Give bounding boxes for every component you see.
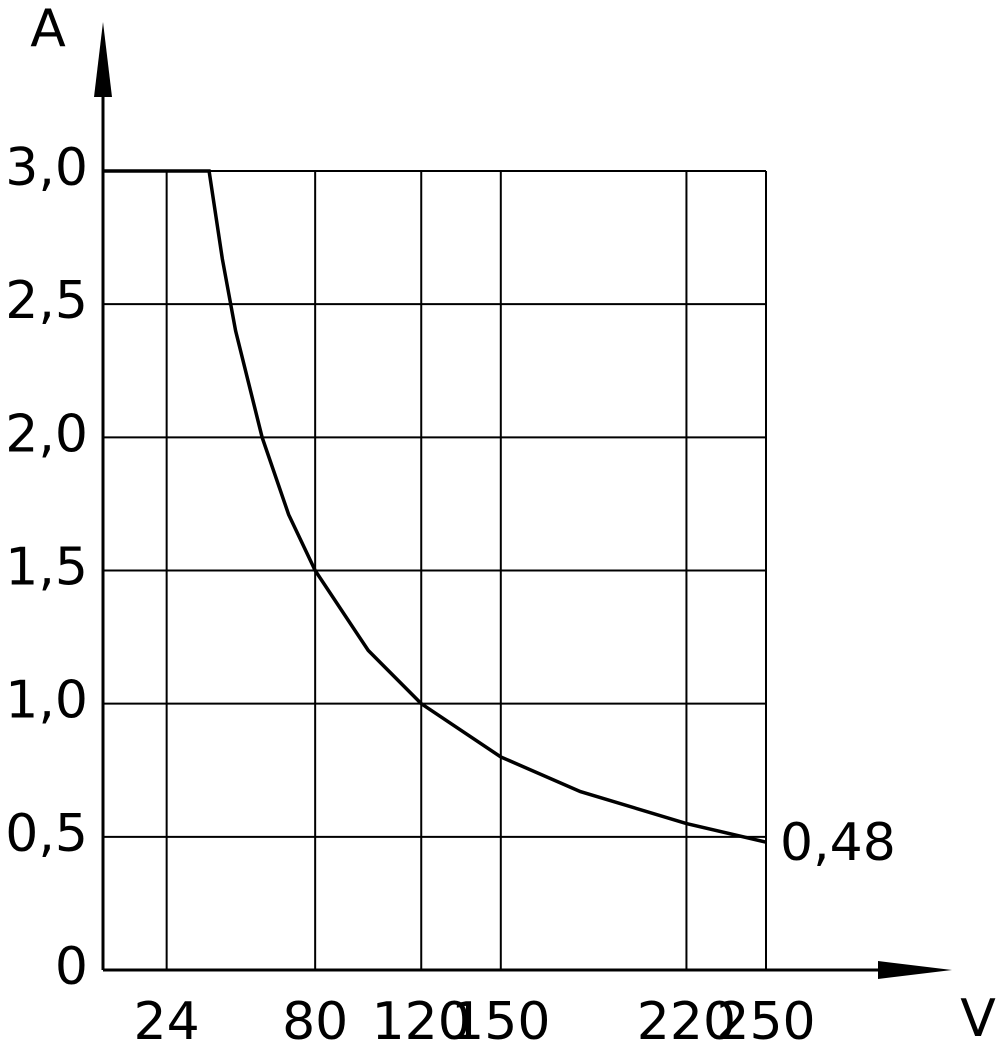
- y-axis-arrow: [94, 22, 112, 97]
- data-line: [103, 169, 767, 844]
- y-tick-label: 1,0: [5, 671, 88, 731]
- value-label: 0,48: [780, 813, 896, 873]
- x-tick-label: 150: [451, 992, 550, 1052]
- y-tick-label: 2,5: [5, 271, 88, 331]
- x-tick-label: 250: [716, 992, 815, 1052]
- y-tick-label: 0,5: [5, 804, 88, 864]
- x-tick-label: 80: [282, 992, 348, 1052]
- y-tick-label: 2,0: [5, 404, 88, 464]
- x-axis-arrow: [878, 961, 952, 979]
- x-tick-label: 220: [637, 992, 736, 1052]
- y-tick-label: 1,5: [5, 538, 88, 598]
- x-tick-label: 120: [372, 992, 471, 1052]
- y-tick-label: 0: [55, 937, 88, 997]
- x-tick-label: 24: [134, 992, 200, 1052]
- x-axis-label: V: [960, 989, 996, 1049]
- y-axis-label: A: [30, 0, 66, 59]
- y-tick-label: 3,0: [5, 138, 88, 198]
